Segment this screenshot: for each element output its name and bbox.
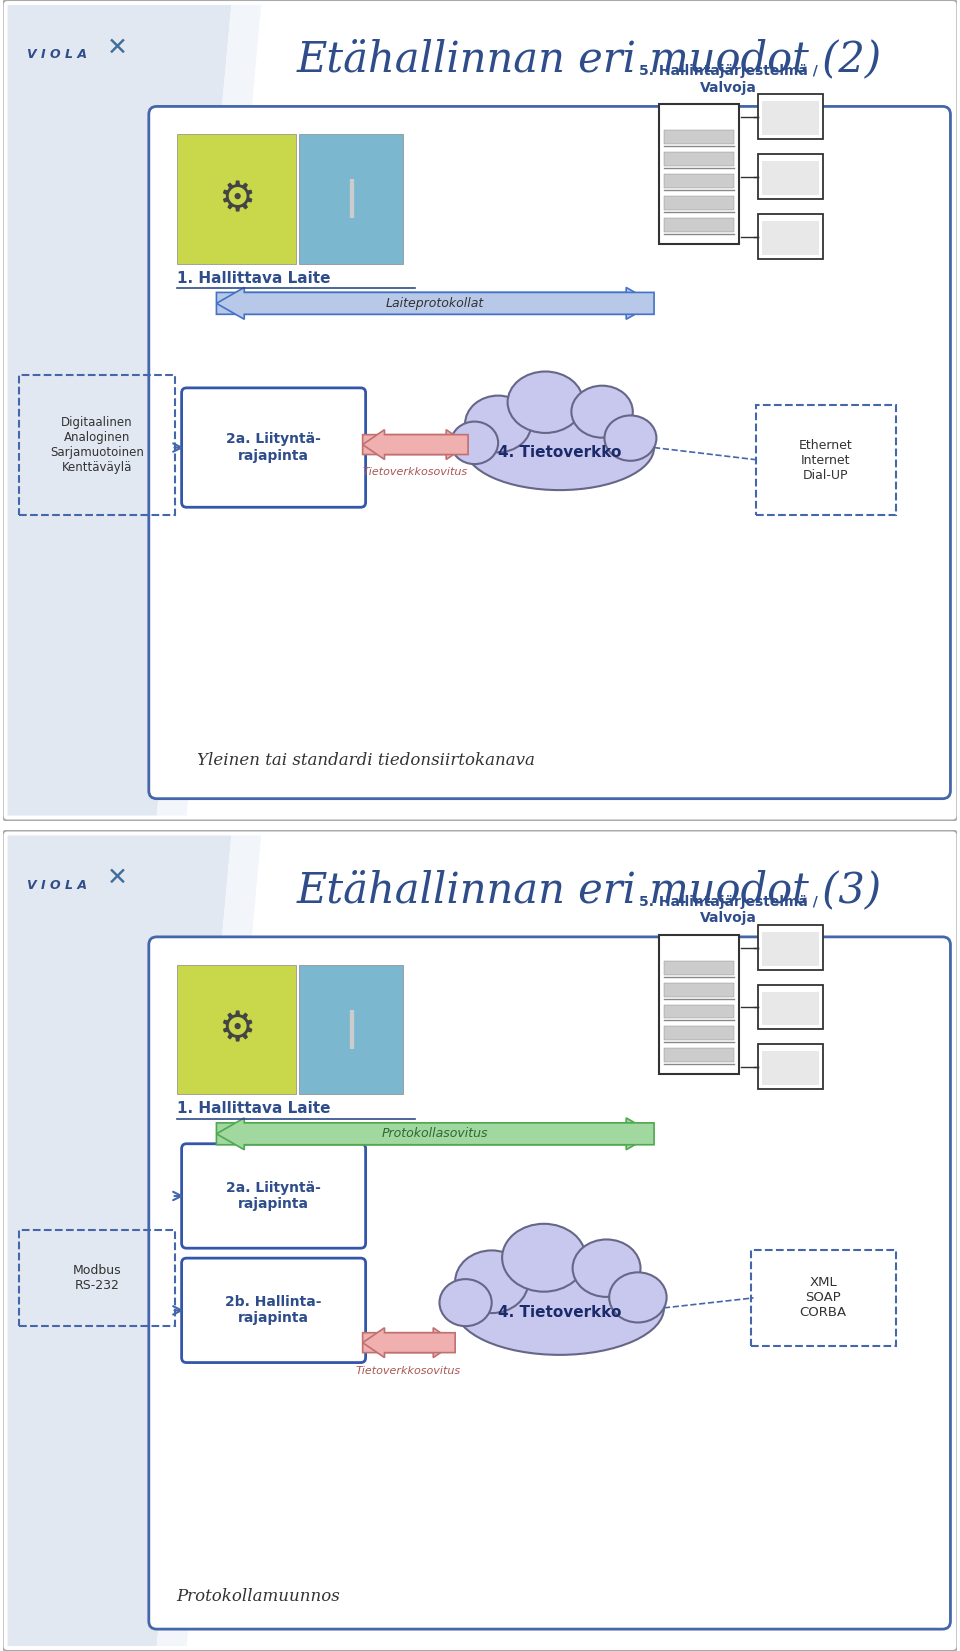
FancyArrow shape <box>363 1327 455 1357</box>
FancyBboxPatch shape <box>3 0 957 821</box>
Ellipse shape <box>508 371 583 433</box>
Bar <box>762 992 819 1025</box>
Text: Digitaalinen
Analoginen
Sarjamuotoinen
Kenttäväylä: Digitaalinen Analoginen Sarjamuotoinen K… <box>50 416 144 474</box>
Text: Protokollasovitus: Protokollasovitus <box>382 1128 489 1141</box>
Bar <box>762 101 819 135</box>
Bar <box>664 961 733 974</box>
Ellipse shape <box>451 421 498 464</box>
Bar <box>664 130 733 144</box>
Text: 1. Hallittava Laite: 1. Hallittava Laite <box>177 271 330 286</box>
Text: Yleinen tai standardi tiedonsiirtokanava: Yleinen tai standardi tiedonsiirtokanava <box>197 753 535 769</box>
Ellipse shape <box>440 1280 492 1326</box>
Bar <box>762 162 819 195</box>
FancyArrow shape <box>363 429 468 459</box>
Text: ⚙: ⚙ <box>218 1009 255 1050</box>
Text: XML
SOAP
CORBA: XML SOAP CORBA <box>800 1276 847 1319</box>
Bar <box>762 221 819 254</box>
Polygon shape <box>156 835 261 1646</box>
FancyBboxPatch shape <box>181 388 366 507</box>
Text: Laiteprotokollat: Laiteprotokollat <box>386 297 485 310</box>
Bar <box>762 931 819 966</box>
Text: 5. Hallintajärjestelmä /
Valvoja: 5. Hallintajärjestelmä / Valvoja <box>639 895 818 925</box>
FancyArrow shape <box>216 1118 654 1149</box>
Text: 4. Tietoverkko: 4. Tietoverkko <box>498 1306 621 1321</box>
Ellipse shape <box>605 416 657 461</box>
Bar <box>664 1048 733 1062</box>
Text: 2a. Liityntä-
rajapinta: 2a. Liityntä- rajapinta <box>227 433 321 462</box>
Bar <box>664 173 733 188</box>
Text: Tietoverkkosovitus: Tietoverkkosovitus <box>363 467 468 477</box>
Bar <box>758 925 823 969</box>
Text: |: | <box>344 1010 358 1048</box>
Bar <box>758 154 823 198</box>
Bar <box>758 94 823 139</box>
FancyArrow shape <box>363 429 468 459</box>
FancyBboxPatch shape <box>181 1144 366 1248</box>
Polygon shape <box>8 835 231 1646</box>
Text: V I O L A: V I O L A <box>28 878 87 892</box>
FancyArrow shape <box>216 287 654 319</box>
Text: ✕: ✕ <box>107 867 128 890</box>
Text: Modbus
RS-232: Modbus RS-232 <box>73 1265 121 1293</box>
Bar <box>664 196 733 210</box>
Ellipse shape <box>465 396 531 452</box>
Bar <box>664 218 733 231</box>
Text: V I O L A: V I O L A <box>28 48 87 61</box>
Ellipse shape <box>610 1273 666 1322</box>
Ellipse shape <box>455 1250 528 1313</box>
FancyBboxPatch shape <box>149 106 950 799</box>
Bar <box>659 934 738 1075</box>
Bar <box>664 152 733 167</box>
FancyBboxPatch shape <box>181 1258 366 1362</box>
Text: Etähallinnan eri muodot (2): Etähallinnan eri muodot (2) <box>297 38 882 81</box>
Polygon shape <box>156 5 261 816</box>
Text: ⚙: ⚙ <box>218 178 255 220</box>
Text: Etähallinnan eri muodot (3): Etähallinnan eri muodot (3) <box>297 868 882 911</box>
Ellipse shape <box>465 404 654 490</box>
FancyArrow shape <box>216 287 654 319</box>
FancyArrow shape <box>216 1118 654 1149</box>
Ellipse shape <box>571 386 633 438</box>
Bar <box>664 982 733 997</box>
Text: Protokollamuunnos: Protokollamuunnos <box>177 1588 341 1605</box>
Polygon shape <box>8 5 231 816</box>
Bar <box>758 1045 823 1090</box>
Text: 5. Hallintajärjestelmä /
Valvoja: 5. Hallintajärjestelmä / Valvoja <box>639 64 818 94</box>
Text: 1. Hallittava Laite: 1. Hallittava Laite <box>177 1101 330 1116</box>
FancyBboxPatch shape <box>149 936 950 1630</box>
FancyArrow shape <box>363 1327 455 1357</box>
Ellipse shape <box>572 1240 640 1298</box>
Bar <box>758 215 823 259</box>
Bar <box>177 134 296 264</box>
Bar <box>659 104 738 244</box>
Bar <box>299 134 403 264</box>
Text: ✕: ✕ <box>107 36 128 59</box>
Bar <box>177 964 296 1095</box>
Text: Ethernet
Internet
Dial-UP: Ethernet Internet Dial-UP <box>799 439 852 482</box>
FancyBboxPatch shape <box>3 830 957 1651</box>
Text: |: | <box>344 180 358 218</box>
Text: 4. Tietoverkko: 4. Tietoverkko <box>498 446 621 461</box>
Ellipse shape <box>502 1223 586 1291</box>
Bar <box>664 1004 733 1019</box>
Text: 2a. Liityntä-
rajapinta: 2a. Liityntä- rajapinta <box>227 1180 321 1212</box>
Bar <box>664 1027 733 1040</box>
Text: 2b. Hallinta-
rajapinta: 2b. Hallinta- rajapinta <box>226 1296 322 1326</box>
Bar <box>299 964 403 1095</box>
Bar <box>758 984 823 1029</box>
Ellipse shape <box>455 1261 664 1355</box>
Text: Tietoverkkosovitus: Tietoverkkosovitus <box>356 1365 461 1375</box>
Bar <box>762 1052 819 1085</box>
